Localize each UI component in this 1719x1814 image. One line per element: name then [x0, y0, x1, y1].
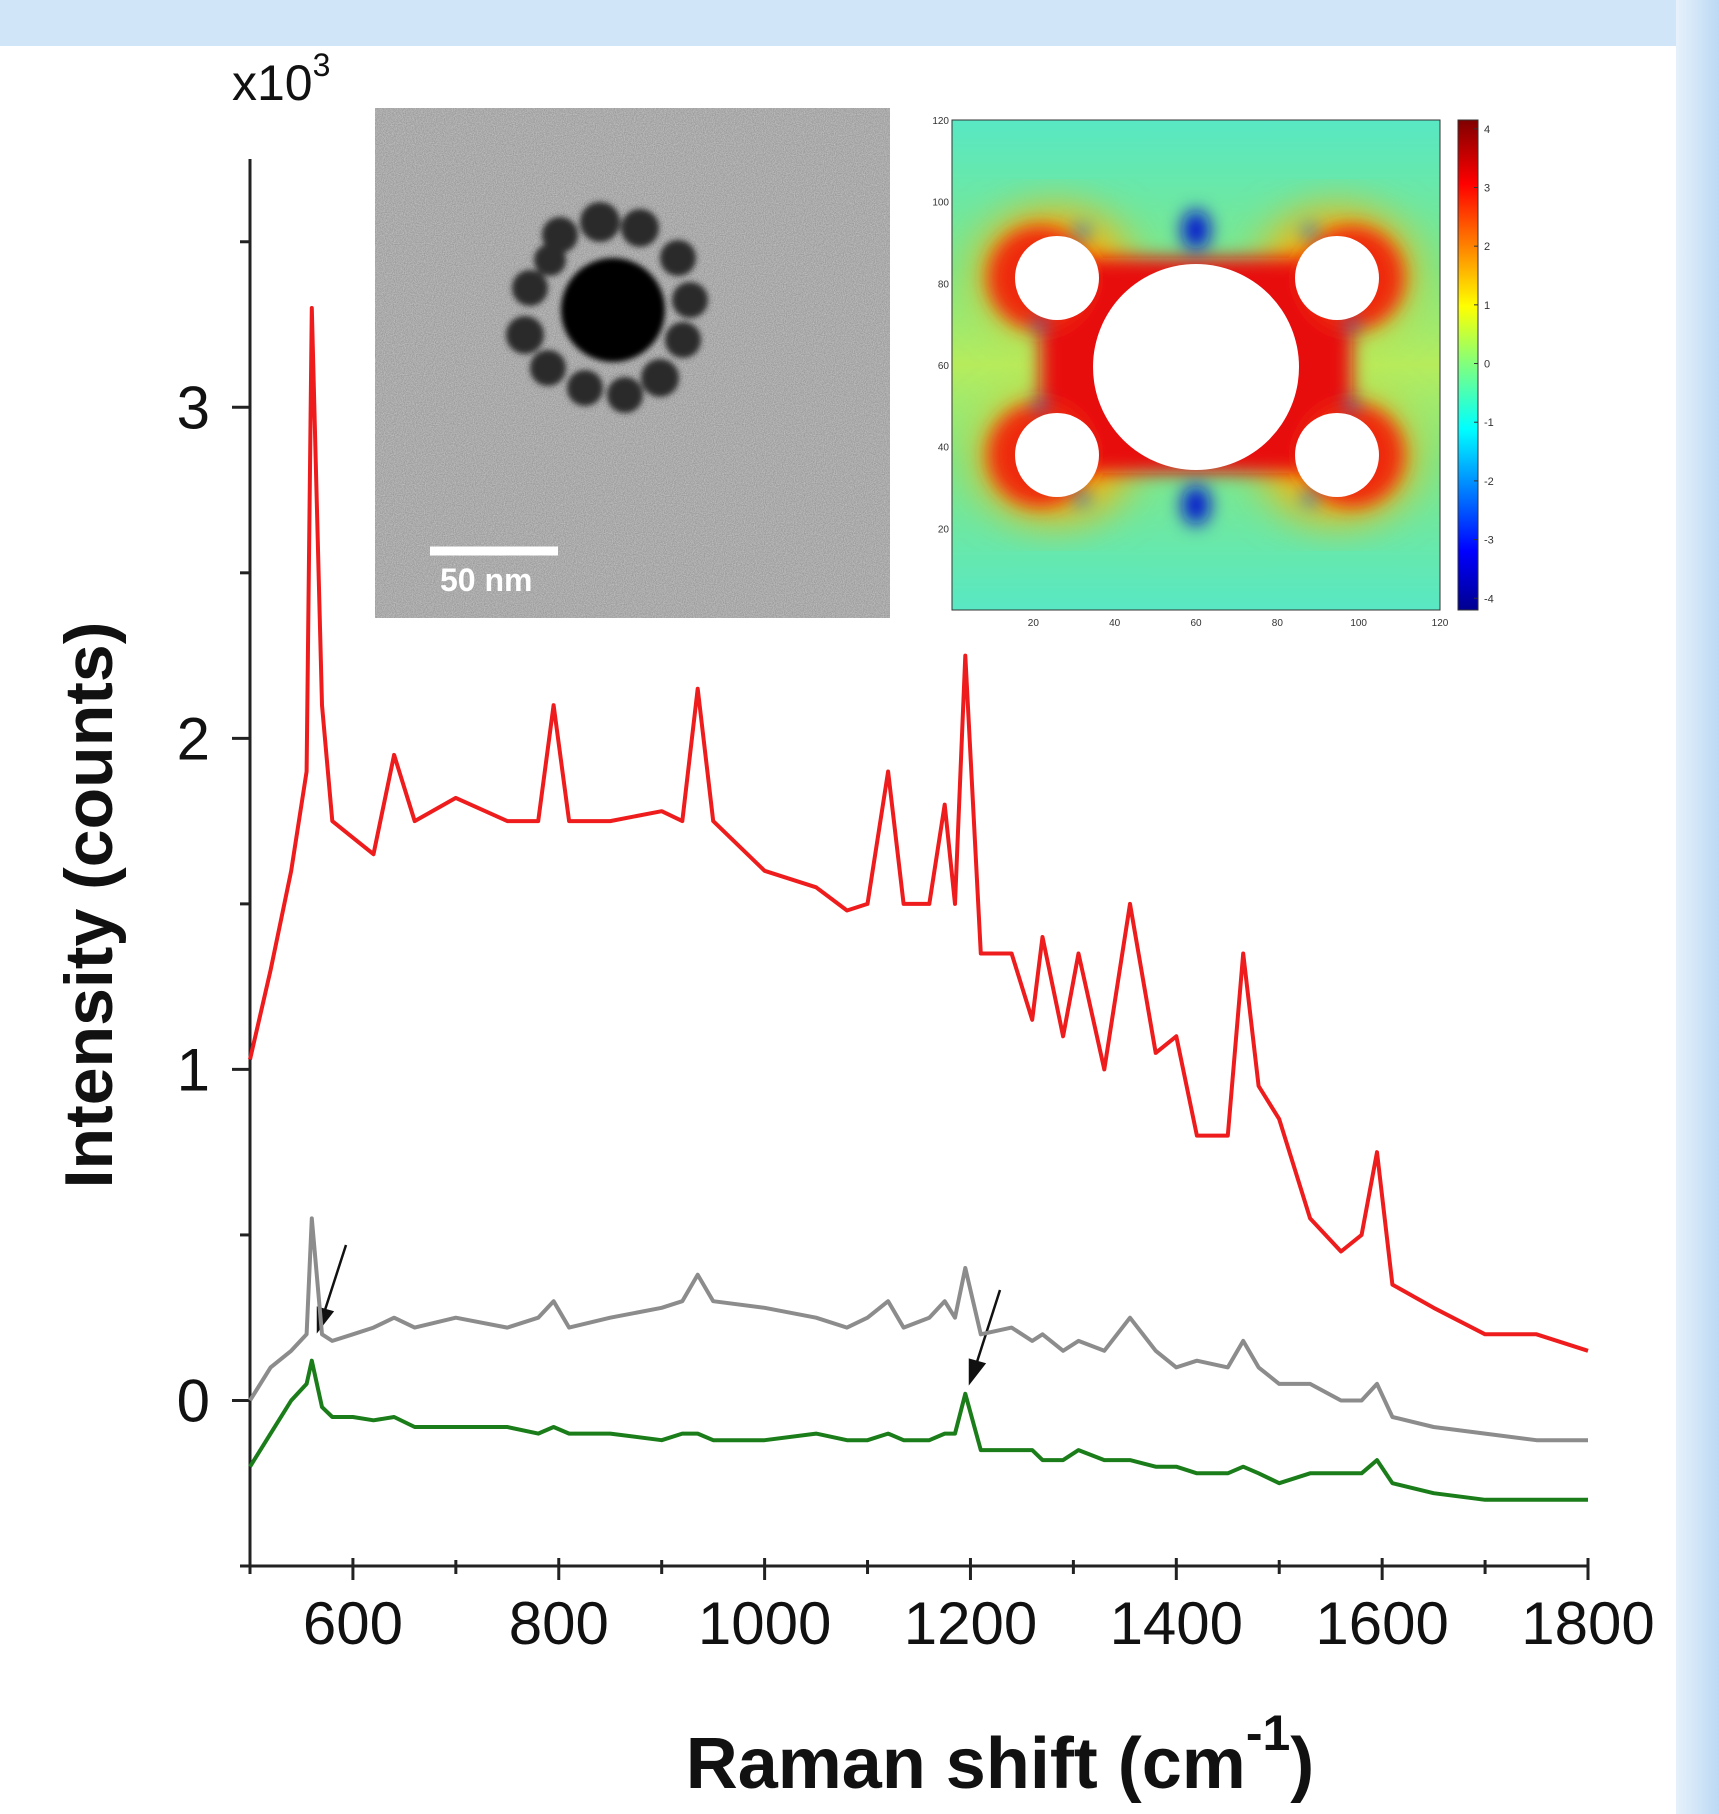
- map-x-tick-label: 20: [1028, 618, 1040, 629]
- y-tick-label: 2: [177, 705, 210, 772]
- map-x-tick-label: 40: [1109, 618, 1121, 629]
- map-x-tick-label: 100: [1350, 618, 1367, 629]
- x-tick-label: 800: [509, 1590, 609, 1657]
- colorbar-tick-label: 1: [1484, 300, 1490, 312]
- map-y-tick-label: 80: [938, 279, 950, 290]
- tem-scale-label: 50 nm: [440, 562, 532, 598]
- colorbar-tick-label: 2: [1484, 241, 1490, 253]
- map-y-tick-label: 100: [932, 198, 949, 209]
- y-tick-label: 1: [177, 1036, 210, 1103]
- map-x-tick-label: 60: [1190, 618, 1202, 629]
- x-axis-title-main: Raman shift (cm: [686, 1724, 1246, 1804]
- x-axis-title-end: ): [1290, 1724, 1314, 1804]
- map-x-tick-label: 120: [1432, 618, 1449, 629]
- x-axis-title: Raman shift (cm-1): [686, 1705, 1315, 1804]
- series-line: [248, 306, 1589, 1353]
- map-particle: [1295, 236, 1379, 320]
- colorbar-tick-label: -4: [1484, 593, 1494, 605]
- background-edge: [1676, 0, 1719, 1814]
- map-frame: [951, 119, 1441, 611]
- field-map: [952, 120, 1440, 610]
- map-y-tick-label: 60: [938, 361, 950, 372]
- map-particle: [1015, 413, 1099, 497]
- map-y-tick-label: 120: [932, 116, 949, 127]
- colorbar-tick-label: 0: [1484, 359, 1490, 371]
- map-y-tick-label: 20: [938, 524, 950, 535]
- colorbar-tick-label: -2: [1484, 476, 1494, 488]
- colorbar-tick-label: 3: [1484, 182, 1490, 194]
- colorbar-tick-label: 4: [1484, 124, 1490, 136]
- map-particle: [1015, 236, 1099, 320]
- map-particle: [1295, 413, 1379, 497]
- map-x-tick-label: 80: [1272, 618, 1284, 629]
- tem-inset: 50 nm: [375, 108, 890, 618]
- x-tick-label: 1400: [1110, 1590, 1243, 1657]
- map-particle: [1093, 264, 1299, 470]
- x-tick-label: 1200: [904, 1590, 1037, 1657]
- colorbar-tick-label: -3: [1484, 535, 1494, 547]
- y-multiplier-base: x10: [232, 55, 313, 111]
- tem-particles: [506, 202, 708, 413]
- y-tick-label: 3: [177, 374, 210, 441]
- map-cold-spots: [1034, 210, 1358, 525]
- series-line: [248, 1216, 1588, 1443]
- series-line: [248, 1358, 1588, 1502]
- colorbar-tick-label: -1: [1484, 417, 1494, 429]
- tem-noise: [375, 108, 890, 618]
- x-tick-label: 1800: [1521, 1590, 1654, 1657]
- y-axis-title: Intensity (counts): [51, 622, 127, 1189]
- y-multiplier-exponent: 3: [313, 47, 331, 83]
- x-axis-title-exponent: -1: [1246, 1705, 1290, 1761]
- y-multiplier: x103: [232, 47, 330, 111]
- y-tick-label: 0: [177, 1367, 210, 1434]
- x-tick-label: 1000: [698, 1590, 831, 1657]
- map-y-tick-label: 40: [938, 443, 950, 454]
- x-tick-label: 600: [303, 1590, 403, 1657]
- colorbar: [1457, 119, 1479, 611]
- x-tick-label: 1600: [1315, 1590, 1448, 1657]
